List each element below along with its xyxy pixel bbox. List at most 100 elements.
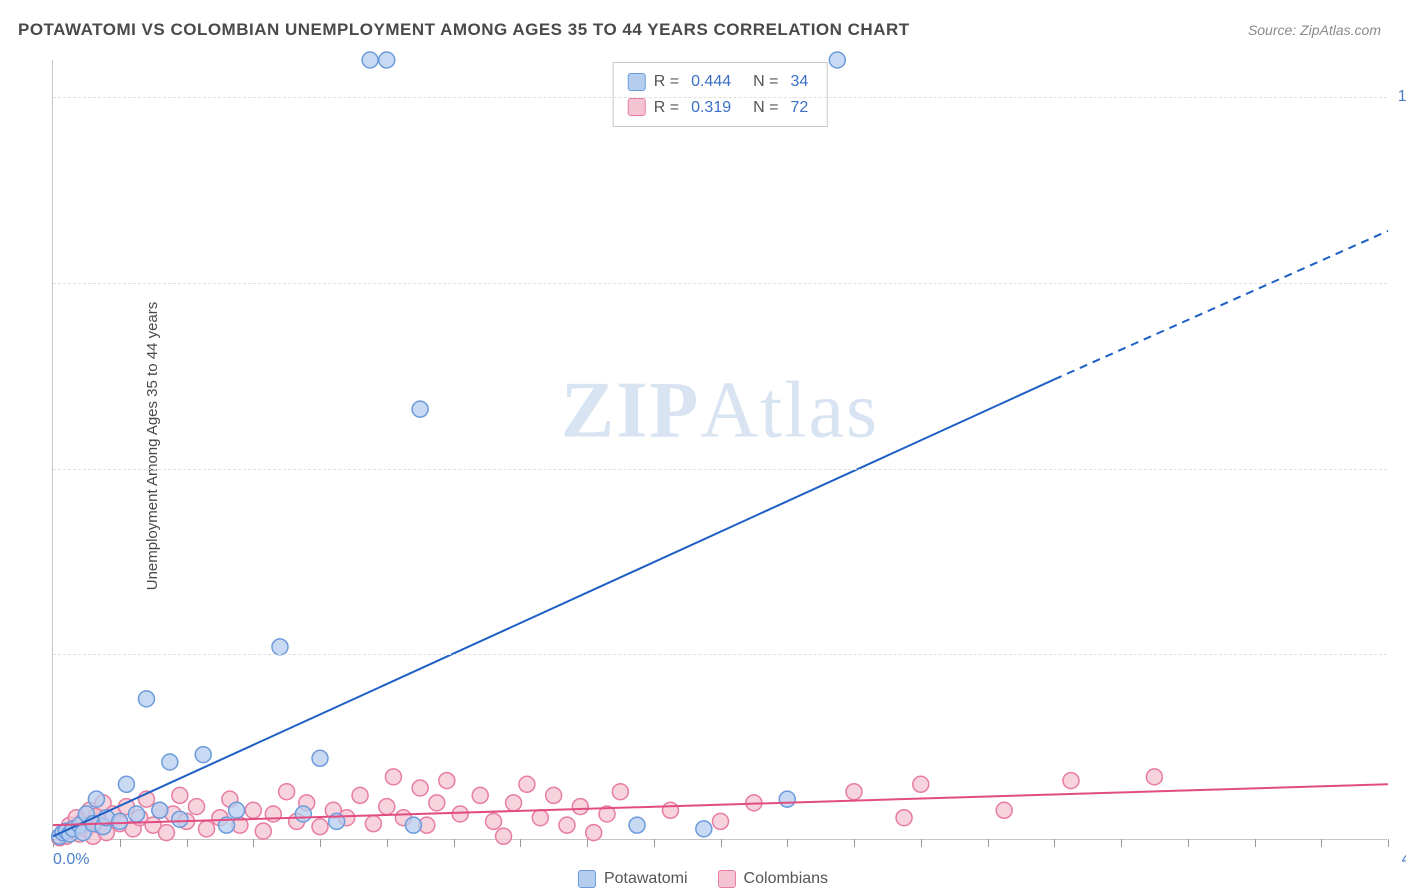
x-tick xyxy=(654,839,655,847)
scatter-point xyxy=(128,806,144,822)
x-tick xyxy=(53,839,54,847)
scatter-point xyxy=(896,810,912,826)
scatter-point xyxy=(385,769,401,785)
x-tick xyxy=(1321,839,1322,847)
x-tick xyxy=(988,839,989,847)
legend-r-label: R = xyxy=(654,69,679,95)
x-tick xyxy=(1054,839,1055,847)
scatter-point xyxy=(245,802,261,818)
scatter-point xyxy=(662,802,678,818)
scatter-point xyxy=(365,816,381,832)
scatter-point xyxy=(559,817,575,833)
source-value: ZipAtlas.com xyxy=(1300,22,1381,38)
scatter-point xyxy=(846,784,862,800)
source-attribution: Source: ZipAtlas.com xyxy=(1248,22,1381,38)
scatter-point xyxy=(295,806,311,822)
trend-line-dashed xyxy=(1054,231,1388,380)
x-tick xyxy=(520,839,521,847)
scatter-point xyxy=(279,784,295,800)
scatter-point xyxy=(629,817,645,833)
scatter-point xyxy=(255,823,271,839)
legend-row: R = 0.444 N = 34 xyxy=(628,69,813,95)
x-tick xyxy=(454,839,455,847)
gridline-horizontal xyxy=(53,283,1387,284)
legend-r-label: R = xyxy=(654,95,679,121)
y-tick-label: 100.0% xyxy=(1398,88,1406,106)
x-tick-label: 40.0% xyxy=(1402,851,1406,869)
chart-title: POTAWATOMI VS COLOMBIAN UNEMPLOYMENT AMO… xyxy=(18,20,910,40)
legend-n-label: N = xyxy=(753,69,778,95)
scatter-point xyxy=(162,754,178,770)
scatter-point xyxy=(195,747,211,763)
x-tick xyxy=(787,839,788,847)
scatter-point xyxy=(546,787,562,803)
scatter-point xyxy=(519,776,535,792)
scatter-point xyxy=(265,806,281,822)
scatter-point xyxy=(199,821,215,837)
gridline-horizontal xyxy=(53,654,1387,655)
scatter-point xyxy=(158,825,174,841)
x-tick xyxy=(320,839,321,847)
scatter-point xyxy=(779,791,795,807)
source-label: Source: xyxy=(1248,22,1296,38)
legend-n-label: N = xyxy=(753,95,778,121)
scatter-point xyxy=(696,821,712,837)
x-tick xyxy=(721,839,722,847)
series-legend: Potawatomi Colombians xyxy=(578,870,828,888)
x-tick xyxy=(253,839,254,847)
chart-plot-area: ZIPAtlas R =0.444N =34R =0.319N =72 25.0… xyxy=(52,60,1387,840)
legend-swatch xyxy=(628,98,646,116)
scatter-point xyxy=(379,799,395,815)
x-tick xyxy=(921,839,922,847)
x-tick xyxy=(1188,839,1189,847)
x-tick xyxy=(1388,839,1389,847)
legend-bottom-item: Potawatomi xyxy=(578,870,688,888)
legend-r-value: 0.319 xyxy=(691,95,731,121)
x-tick xyxy=(187,839,188,847)
scatter-plot-svg xyxy=(53,60,1387,839)
legend-series-label: Colombians xyxy=(744,870,828,888)
scatter-point xyxy=(496,828,512,844)
gridline-horizontal xyxy=(53,469,1387,470)
scatter-point xyxy=(412,780,428,796)
x-tick xyxy=(1255,839,1256,847)
legend-row: R = 0.319 N = 72 xyxy=(628,95,813,121)
legend-r-value: 0.444 xyxy=(691,69,731,95)
legend-n-value: 34 xyxy=(790,69,808,95)
scatter-point xyxy=(913,776,929,792)
legend-swatch xyxy=(578,870,596,888)
scatter-point xyxy=(172,811,188,827)
scatter-point xyxy=(429,795,445,811)
scatter-point xyxy=(138,691,154,707)
scatter-point xyxy=(586,825,602,841)
scatter-point xyxy=(572,799,588,815)
scatter-point xyxy=(152,802,168,818)
scatter-point xyxy=(829,52,845,68)
x-tick xyxy=(854,839,855,847)
x-tick xyxy=(1121,839,1122,847)
legend-swatch xyxy=(718,870,736,888)
scatter-point xyxy=(229,802,245,818)
scatter-point xyxy=(1063,773,1079,789)
legend-series-label: Potawatomi xyxy=(604,870,688,888)
scatter-point xyxy=(472,787,488,803)
scatter-point xyxy=(362,52,378,68)
scatter-point xyxy=(88,791,104,807)
legend-bottom-item: Colombians xyxy=(718,870,828,888)
scatter-point xyxy=(439,773,455,789)
x-tick xyxy=(587,839,588,847)
scatter-point xyxy=(272,639,288,655)
scatter-point xyxy=(1146,769,1162,785)
legend-n-value: 72 xyxy=(790,95,808,121)
scatter-point xyxy=(405,817,421,833)
scatter-point xyxy=(506,795,522,811)
correlation-legend: R = 0.444 N = 34 R = 0.319 N = 72 xyxy=(613,62,828,127)
scatter-point xyxy=(486,813,502,829)
scatter-point xyxy=(996,802,1012,818)
scatter-point xyxy=(189,799,205,815)
legend-swatch xyxy=(628,73,646,91)
trend-line-solid xyxy=(53,379,1054,836)
scatter-point xyxy=(379,52,395,68)
scatter-point xyxy=(112,813,128,829)
scatter-point xyxy=(532,810,548,826)
